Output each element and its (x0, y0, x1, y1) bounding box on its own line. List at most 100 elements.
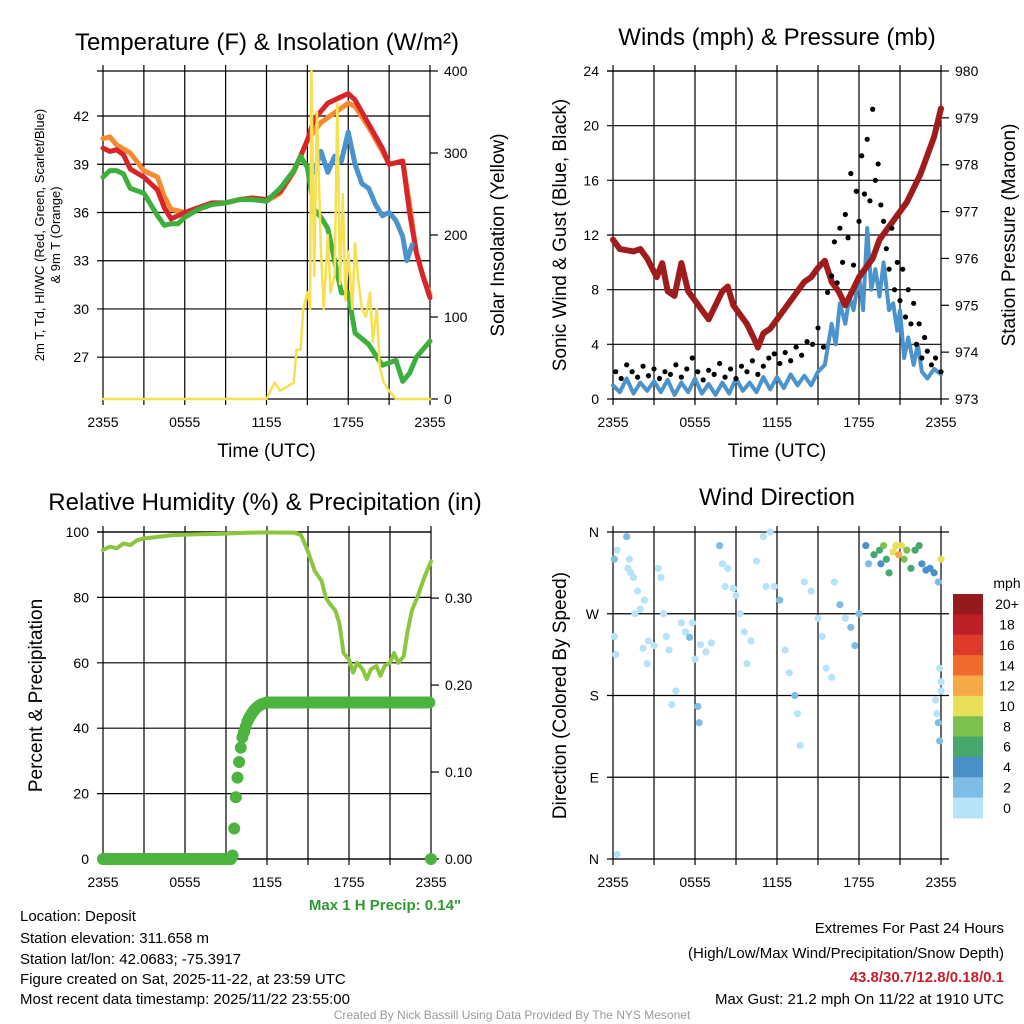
wind-direction-panel: Wind Direction 2355 0555 1155 1755 2355 N E S W N D… (550, 484, 1021, 890)
y-tick-label: 16 (583, 172, 599, 188)
y-axis-label: Sonic Wind & Gust (Blue, Black) (550, 99, 571, 371)
wind-direction-point (625, 555, 634, 563)
gust-point (840, 259, 846, 265)
wind-direction-point (907, 564, 915, 572)
wind-direction-point (659, 610, 668, 618)
wind-direction-point (936, 664, 944, 672)
gust-point (744, 369, 750, 375)
gust-point (908, 321, 914, 327)
gust-point (788, 358, 794, 364)
legend-swatch (953, 695, 983, 717)
recent-data-text: Most recent data timestamp: 2025/11/22 2… (20, 991, 350, 1008)
chart-title: Temperature (F) & Insolation (W/m²) (75, 29, 459, 56)
gust-point (727, 366, 734, 372)
wind-direction-point (643, 660, 651, 668)
gust-point (706, 367, 712, 373)
wind-direction-point (934, 719, 942, 727)
gust-point (883, 246, 889, 252)
y-tick-label: 39 (73, 156, 89, 172)
y-tick-label: 12 (583, 227, 599, 243)
x-tick-label: 1155 (252, 874, 282, 890)
gust-point (911, 300, 917, 306)
y-tick-label: 4 (591, 336, 599, 352)
gust-point (913, 341, 920, 347)
wind-direction-point (707, 639, 716, 647)
gust-point (678, 374, 684, 380)
y-tick-label: W (586, 606, 600, 622)
gust-point (891, 287, 898, 293)
series-line-sonic-wind (611, 226, 943, 397)
gust-point (875, 161, 881, 167)
wind-direction-point (752, 557, 761, 565)
y-tick-label: N (589, 851, 599, 867)
precip-point (226, 849, 239, 862)
wind-direction-point (882, 555, 890, 563)
gust-point (618, 375, 624, 382)
y-right-tick-label: 100 (444, 309, 468, 325)
y-tick-label: 24 (583, 63, 599, 79)
y-tick-label: 80 (73, 589, 89, 605)
wind-direction-point (662, 632, 670, 641)
wind-direction-point (892, 542, 900, 550)
gust-point (711, 371, 717, 377)
wind-direction-point (610, 555, 618, 563)
wind-direction-point (639, 644, 647, 652)
y-tick-label: 30 (73, 301, 89, 317)
legend-label: 10 (999, 698, 1015, 714)
y-tick-label: 20 (73, 786, 89, 802)
gust-point (760, 363, 766, 369)
wind-direction-point (900, 555, 908, 563)
legend-label: 14 (999, 657, 1015, 673)
wind-direction-point (828, 673, 836, 681)
wind-direction-point (895, 551, 903, 559)
wind-direction-point (644, 637, 653, 645)
wind-direction-point (933, 710, 941, 718)
legend-swatch (953, 777, 983, 799)
gust-point (853, 188, 859, 194)
wind-direction-point (864, 560, 873, 568)
y-right-tick-label: 978 (955, 157, 979, 173)
wind-direction-point (830, 578, 839, 586)
wind-direction-point (691, 655, 699, 663)
x-tick-label: 1755 (333, 874, 364, 890)
y-right-tick-label: 300 (444, 145, 468, 161)
gust-point (837, 225, 843, 231)
gust-point (932, 355, 939, 361)
y-right-tick-label: 400 (444, 63, 468, 79)
gust-point (850, 262, 857, 268)
y-tick-label: N (589, 524, 599, 540)
gust-point (848, 170, 854, 177)
y-tick-label: 33 (73, 253, 89, 269)
x-tick-label: 1155 (251, 414, 281, 430)
precip-point (228, 822, 241, 835)
wind-direction-point (696, 641, 705, 649)
y-tick-label: 40 (73, 720, 89, 736)
y-tick-label: 42 (73, 108, 89, 124)
wind-direction-point (934, 578, 942, 586)
wind-direction-point (759, 532, 767, 541)
y-tick-label: E (590, 769, 599, 785)
gust-point (815, 325, 821, 331)
wind-direction-point (657, 573, 665, 582)
wind-direction-point (729, 584, 737, 592)
x-tick-label: 1155 (762, 874, 792, 890)
gust-point (864, 136, 870, 142)
wind-direction-point (930, 569, 938, 577)
legend-swatch (953, 797, 983, 819)
y-right-tick-label: 979 (955, 110, 979, 126)
gust-point (824, 289, 831, 295)
wind-direction-point (702, 648, 710, 656)
precip-point (234, 741, 247, 754)
wind-direction-point (672, 687, 680, 695)
gust-point (881, 218, 887, 224)
gust-point (656, 375, 663, 382)
gust-point (749, 358, 756, 364)
wind-direction-point (627, 569, 635, 577)
series-line-solar (101, 69, 432, 401)
wind-direction-point (770, 582, 778, 591)
wind-direction-point (685, 633, 694, 641)
wind-direction-point (695, 719, 703, 727)
x-tick-label: 2355 (597, 414, 628, 430)
winds-pressure-panel: Winds (mph) & Pressure (mb) 2355 0555 1155 1… (550, 24, 1020, 462)
gust-point (673, 362, 679, 368)
